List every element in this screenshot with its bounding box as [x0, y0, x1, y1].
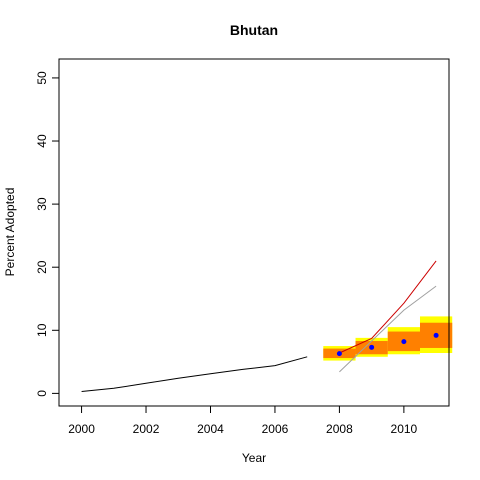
y-tick-label: 50: [35, 71, 49, 85]
chart-title: Bhutan: [230, 22, 278, 38]
y-tick-label: 30: [35, 197, 49, 211]
forecast-mean-point: [336, 351, 342, 357]
trend-red-line: [339, 260, 437, 354]
x-axis: 2000 2002 2004 2006 2008 2010: [68, 405, 418, 436]
observed-line: [81, 356, 308, 392]
y-axis: 0 10 20 30 40 50: [35, 71, 60, 397]
x-tick-label: 2002: [133, 422, 160, 436]
trend-gray-line: [339, 285, 437, 373]
plot-area: [81, 260, 453, 392]
forecast-mean-point: [433, 332, 439, 338]
x-axis-label: Year: [242, 451, 266, 465]
x-tick-label: 2008: [326, 422, 353, 436]
y-tick-label: 0: [35, 390, 49, 397]
forecast-mean-point: [369, 344, 375, 350]
x-tick-label: 2010: [391, 422, 418, 436]
forecast-mean-point: [401, 339, 407, 345]
y-axis-label: Percent Adopted: [3, 188, 17, 277]
x-tick-label: 2000: [68, 422, 95, 436]
y-tick-label: 10: [35, 323, 49, 337]
y-tick-label: 40: [35, 134, 49, 148]
x-tick-label: 2006: [262, 422, 289, 436]
x-tick-label: 2004: [197, 422, 224, 436]
y-tick-label: 20: [35, 260, 49, 274]
